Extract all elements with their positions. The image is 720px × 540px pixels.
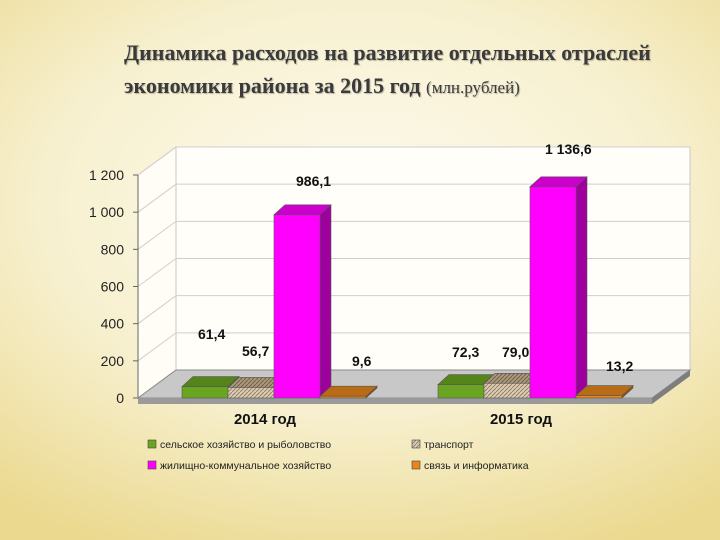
legend-item: транспорт (411, 439, 474, 451)
data-label: 61,4 (198, 326, 225, 342)
gridline (137, 258, 690, 287)
x-tick-label: 2014 год (234, 411, 297, 428)
data-label: 79,0 (502, 344, 529, 360)
chart-title-line2: экономики района за 2015 год (млн.рублей… (124, 69, 704, 104)
bar-front (273, 214, 321, 399)
gridline (137, 146, 690, 176)
bar-front (227, 387, 275, 399)
bar (273, 204, 332, 399)
data-label: 986,1 (296, 173, 331, 189)
y-tick-label: 800 (101, 241, 125, 257)
data-label: 13,2 (606, 358, 633, 374)
bar (483, 372, 542, 399)
bar-front (437, 384, 485, 399)
chart-title-unit: (млн.рублей) (426, 78, 520, 97)
bar-front (483, 383, 531, 399)
legend-swatch (147, 439, 157, 449)
x-tick-label: 2015 год (490, 411, 553, 428)
chart-title-line1: Динамика расходов на развитие отдельных … (124, 40, 651, 65)
gridline (137, 220, 690, 250)
data-label: 1 136,6 (545, 141, 592, 157)
legend: сельское хозяйство и рыболовство транспор… (147, 439, 529, 472)
chart-title: Динамика расходов на развитие отдельных … (124, 36, 704, 104)
y-tick-label: 0 (116, 390, 124, 406)
data-label: 56,7 (242, 343, 269, 359)
legend-swatch (411, 439, 421, 449)
legend-label: сельское хозяйство и рыболовство (160, 439, 331, 451)
legend-item: связь и информатика (411, 460, 529, 472)
y-tick-label: 1 000 (89, 204, 124, 220)
bar-side (575, 176, 588, 399)
bar-front (575, 395, 623, 399)
y-tick-label: 400 (101, 316, 125, 332)
bar (575, 384, 634, 399)
legend-item: сельское хозяйство и рыболовство (147, 439, 331, 451)
floor-side (652, 370, 690, 404)
bar-front (319, 395, 367, 399)
chart-title-line2-text: экономики района за 2015 год (124, 73, 421, 98)
gridline (137, 183, 690, 213)
bar (319, 385, 378, 399)
floor-front (138, 398, 652, 404)
y-tick-label: 600 (101, 279, 125, 295)
gridline (137, 332, 690, 362)
y-tick-label: 1 200 (89, 167, 124, 183)
y-tick-label: 200 (101, 353, 125, 369)
bar-side (319, 204, 332, 399)
legend-label: связь и информатика (424, 460, 529, 472)
data-labels: 61,4 72,3 56,7 79,0 986,1 1 136,6 9,6 13,2 (198, 141, 633, 374)
legend-label: жилищно-коммунальное хозяйство (160, 460, 331, 472)
legend-item: жилищно-коммунальное хозяйство (147, 460, 331, 472)
legend-label: транспорт (424, 439, 474, 451)
bar-front (529, 186, 577, 399)
x-axis: 2014 год 2015 год (234, 411, 553, 428)
legend-swatch (411, 460, 421, 470)
bars (181, 176, 634, 399)
plot-back-wall (137, 146, 691, 399)
bar (529, 176, 588, 399)
gridline (137, 295, 690, 325)
legend-swatch (147, 460, 157, 470)
data-label: 9,6 (352, 353, 372, 369)
bar-front (181, 386, 229, 399)
y-axis: 0 200 400 600 800 1 000 1 200 (89, 167, 139, 406)
data-label: 72,3 (452, 344, 479, 360)
